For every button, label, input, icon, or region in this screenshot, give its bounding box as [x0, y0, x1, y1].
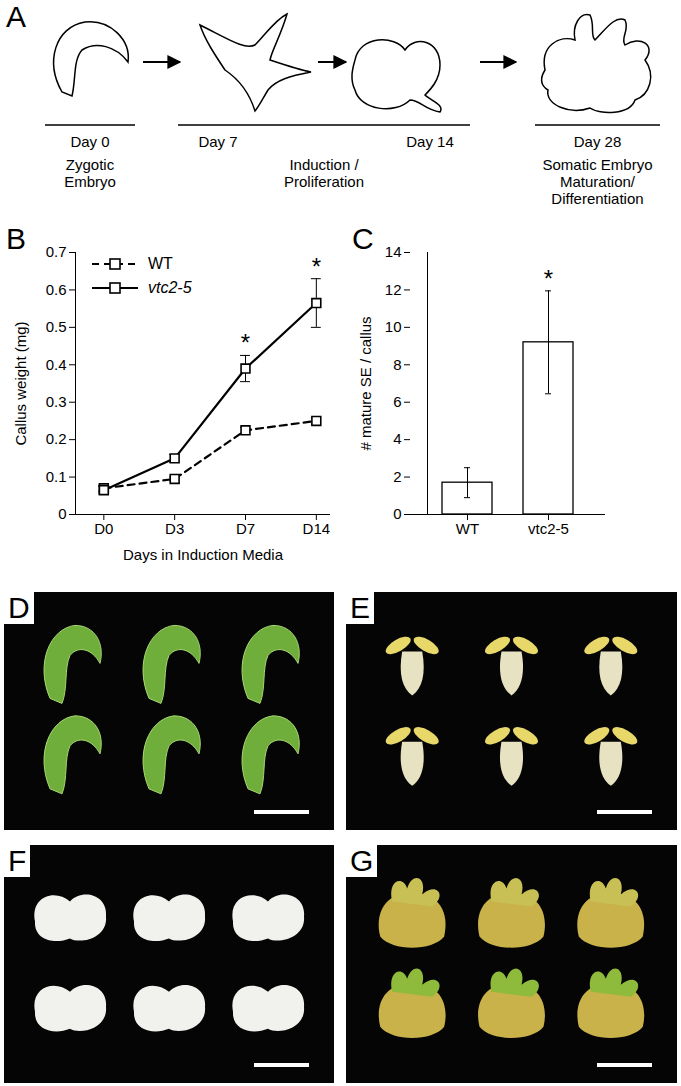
svg-text:Differentiation: Differentiation: [551, 190, 643, 207]
svg-text:2: 2: [393, 468, 401, 485]
svg-text:*: *: [241, 329, 250, 356]
svg-text:Day 7: Day 7: [198, 133, 237, 150]
svg-text:0.7: 0.7: [46, 243, 67, 260]
svg-text:Day 28: Day 28: [574, 133, 622, 150]
svg-text:0.1: 0.1: [46, 468, 67, 485]
svg-text:vtc2-5: vtc2-5: [528, 520, 569, 537]
svg-text:14: 14: [385, 243, 402, 260]
svg-text:4: 4: [393, 430, 401, 447]
svg-text:0.5: 0.5: [46, 318, 67, 335]
svg-text:Maturation/: Maturation/: [560, 173, 636, 190]
svg-text:Day 14: Day 14: [406, 133, 454, 150]
svg-text:Days in Induction Media: Days in Induction Media: [123, 546, 284, 563]
svg-text:D7: D7: [236, 520, 255, 537]
svg-text:8: 8: [393, 356, 401, 373]
svg-text:Day 0: Day 0: [70, 133, 109, 150]
html-text:B: B: [6, 222, 26, 255]
svg-text:0.3: 0.3: [46, 393, 67, 410]
svg-text:Callus weight (mg): Callus weight (mg): [12, 321, 29, 445]
html-text:C: C: [352, 222, 374, 255]
svg-text:6: 6: [393, 393, 401, 410]
svg-text:0: 0: [393, 505, 401, 522]
svg-text:0.6: 0.6: [46, 281, 67, 298]
svg-text:Embryo: Embryo: [64, 173, 116, 190]
svg-text:Induction /: Induction /: [289, 156, 359, 173]
svg-text:Somatic Embryo: Somatic Embryo: [542, 156, 652, 173]
html-text:D: D: [8, 591, 30, 624]
html-text:F: F: [8, 844, 27, 877]
svg-text:Proliferation: Proliferation: [284, 173, 364, 190]
svg-text:WT: WT: [148, 255, 173, 272]
svg-text:12: 12: [385, 281, 402, 298]
svg-text:10: 10: [385, 318, 402, 335]
svg-text:0.2: 0.2: [46, 430, 67, 447]
html-text:A: A: [6, 0, 26, 33]
svg-text:D3: D3: [165, 520, 184, 537]
svg-text:0.4: 0.4: [46, 356, 67, 373]
svg-text:0: 0: [58, 505, 66, 522]
svg-text:Zygotic: Zygotic: [66, 156, 115, 173]
svg-text:*: *: [312, 253, 321, 280]
svg-text:D14: D14: [303, 520, 331, 537]
svg-text:D0: D0: [94, 520, 113, 537]
html-text:G: G: [350, 844, 374, 877]
svg-text:*: *: [544, 265, 553, 292]
svg-text:WT: WT: [456, 520, 479, 537]
svg-text:vtc2-5: vtc2-5: [148, 279, 192, 296]
svg-text:# mature SE / callus: # mature SE / callus: [357, 316, 374, 450]
html-text:E: E: [350, 591, 370, 624]
